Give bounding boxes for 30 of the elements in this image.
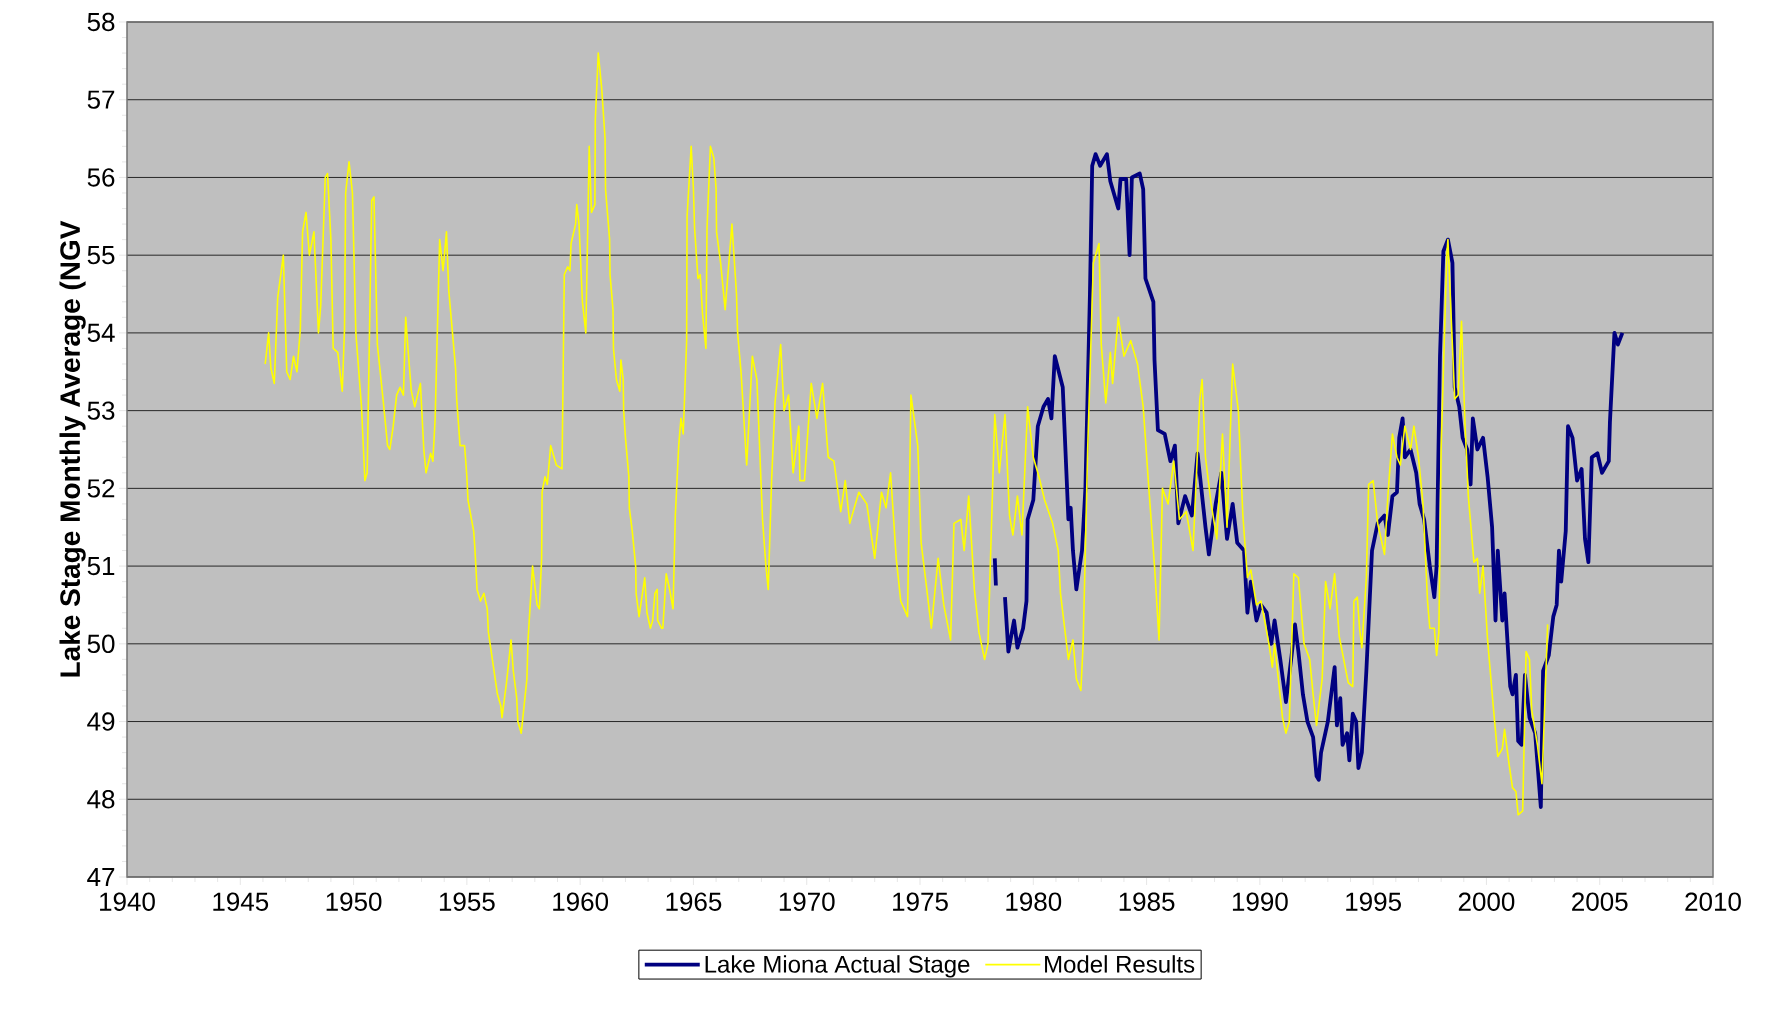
y-tick-label: 50 bbox=[87, 634, 115, 654]
y-tick-label: 53 bbox=[87, 401, 115, 420]
y-axis-title: Lake Stage Monthly Average (NGV bbox=[59, 220, 86, 677]
y-tick-label: 55 bbox=[87, 246, 115, 265]
x-tick-label: 1940 bbox=[100, 892, 155, 911]
x-tick-label: 1970 bbox=[779, 892, 835, 911]
x-tick-label: 1965 bbox=[666, 892, 722, 911]
x-tick-label: 1985 bbox=[1119, 892, 1175, 911]
y-tick-label: 47 bbox=[87, 868, 115, 886]
x-tick-label: 1975 bbox=[893, 892, 948, 911]
x-tick-label: 2000 bbox=[1458, 892, 1515, 911]
x-tick-label: 1950 bbox=[326, 892, 382, 911]
y-tick-label: 52 bbox=[87, 479, 115, 498]
x-tick-label: 1980 bbox=[1006, 892, 1062, 911]
y-tick-label: 57 bbox=[87, 90, 115, 109]
x-tick-label: 1995 bbox=[1346, 892, 1401, 911]
y-tick-label: 56 bbox=[87, 168, 115, 187]
x-tick-label: 1955 bbox=[439, 892, 495, 911]
x-tick-label: 2005 bbox=[1572, 892, 1628, 911]
legend-label: Lake Miona Actual Stage bbox=[705, 955, 970, 978]
y-tick-label: 54 bbox=[87, 323, 115, 342]
x-tick-label: 1990 bbox=[1232, 892, 1288, 911]
y-tick-label: 48 bbox=[87, 790, 115, 809]
x-tick-label: 1960 bbox=[553, 892, 609, 911]
legend-label: Model Results bbox=[1045, 955, 1195, 973]
x-tick-label: 2010 bbox=[1685, 892, 1741, 911]
x-tick-label: 1945 bbox=[213, 892, 269, 911]
y-tick-label: 49 bbox=[87, 712, 115, 731]
y-tick-label: 58 bbox=[87, 12, 115, 32]
y-tick-label: 51 bbox=[87, 557, 115, 576]
